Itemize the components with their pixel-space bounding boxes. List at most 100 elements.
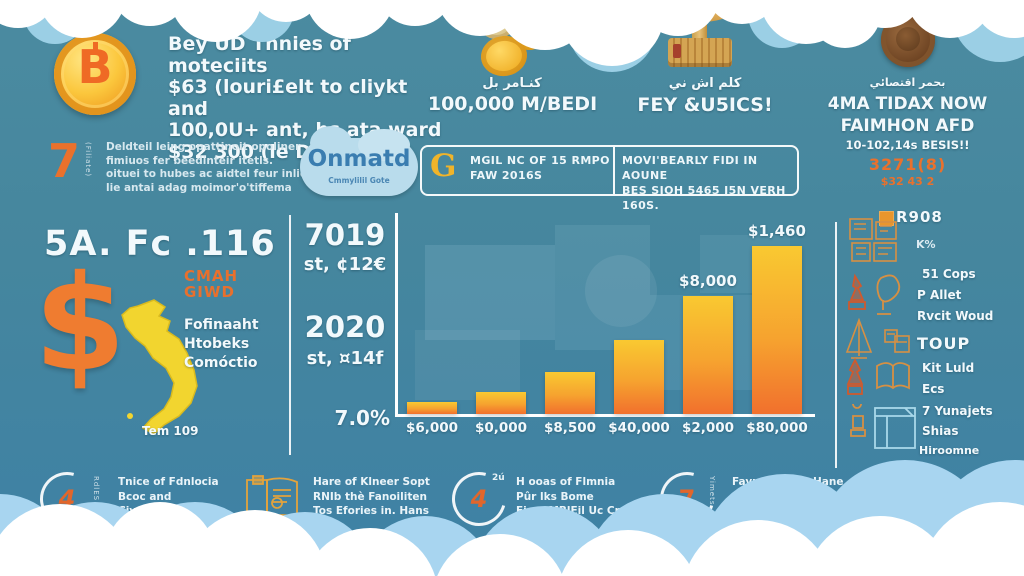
footer-line: Hare of Klneer Sopt: [313, 476, 430, 488]
big-stat: 5A. Fc .116: [44, 224, 276, 264]
section-divider-left: [289, 215, 291, 455]
chart-x-label: $0,000: [474, 420, 528, 436]
sidebar-item: Shias: [922, 424, 959, 438]
chart-bar: [683, 296, 733, 414]
footer-line: H ooas of Flmnia: [516, 476, 616, 488]
intro-line: oituei to hubes ac aidtel feur inlidb: [106, 168, 315, 180]
intro-line: lie antai adag moimor'o'tiffema: [106, 181, 292, 194]
headline-line: Bey UD Thnies of moteciits: [168, 33, 351, 77]
right-column-value: 3271(8): [868, 155, 947, 174]
bar-chart: $6,000 $0,000 $8,500 $40,000 $2,000 $8,000 $80…: [395, 213, 815, 436]
footer-line: RNIb thè Fanoiliten: [313, 490, 427, 503]
year-stat-sub: st, ¢12€: [303, 254, 387, 275]
open-book-icon: [246, 475, 298, 520]
map-label-line: Fofinaaht: [184, 317, 259, 333]
sidebar-item: Kit Luld: [922, 361, 975, 375]
band-cell-2: MOVI'BEARLY FIDI IN AOUNE BES SIOH 5465 …: [622, 153, 794, 213]
coins-arabic-caption: كنـامر بل: [482, 76, 542, 91]
band-cell-1: MGIL NC OF 15 RMPO FAW 2016S: [470, 153, 610, 183]
year-stat-sub: st, ¤14f: [306, 348, 384, 369]
sidebar-item: P Allet: [917, 288, 962, 302]
chart-value-label: $1,460: [748, 222, 806, 240]
map-label: Fofinaaht Htobeks Comóctio: [184, 316, 259, 373]
headline-line: $63 (louri£elt to cliykt and: [168, 76, 408, 120]
sidebar-subtitle: K%: [916, 238, 936, 251]
trophy-rocket-icon: [848, 273, 901, 315]
sidebar-item: Ecs: [922, 382, 945, 396]
year-stat: 7019: [304, 218, 386, 252]
right-column-title: 4MA TIDAX NOW: [827, 94, 988, 114]
stamp-value: FEY &U5ICS!: [637, 94, 773, 116]
chart-bar: [476, 392, 526, 414]
bitcoin-coin-icon: B: [54, 33, 136, 115]
vietnam-map: [121, 299, 198, 434]
chart-x-label: $40,000: [608, 420, 670, 436]
chart-x-label: $80,000: [746, 420, 808, 436]
orange-note-line: GIWD: [184, 283, 235, 301]
right-column-title: FAIMHON AFD: [840, 116, 975, 136]
coins-value: 100,000 M/BEDI: [427, 93, 598, 115]
bitcoin-tick: [93, 42, 98, 51]
footer-line: Contrůimnets: [732, 505, 813, 517]
footer-glyph: 4: [58, 485, 76, 513]
gold-coin-icon: [478, 5, 515, 39]
band-cell-line: FAW 2016S: [470, 169, 543, 182]
footer-line: Bcoc and: [118, 490, 172, 503]
chart-x-label: $8,500: [543, 420, 597, 436]
footer-glyph: 7: [678, 485, 696, 513]
year-stat: 2020: [304, 310, 386, 344]
right-column-arabic-caption: بحمر اقتصائي: [869, 76, 946, 89]
stamp-stem: [692, 16, 707, 40]
footer-line: Pûr lks Bome: [516, 490, 594, 503]
bronze-medallion-icon: [881, 13, 935, 67]
right-column-subtitle: 10-102,14s BESIS!!: [845, 138, 970, 152]
percent-stat: 7.0%: [334, 406, 390, 430]
sidebar-item: Rvcit Woud: [917, 309, 994, 323]
chart-value-label: $8,000: [679, 272, 737, 290]
orange-note: CMAH GIWD: [184, 268, 238, 300]
brand-bubble: Onmatd Cmmylilil Gote: [300, 126, 418, 196]
map-label-line: Htobeks: [184, 336, 250, 352]
stamp-arabic-caption: كلم اش ني: [668, 76, 742, 91]
sidebar-title: R908: [896, 208, 943, 226]
orange-note-line: CMAH: [184, 267, 239, 285]
band-cell-line: MGIL NC OF 15 RMPO: [470, 154, 610, 167]
chart-bar: [407, 402, 457, 414]
brand-title: Onmatd: [307, 146, 411, 172]
footer-line: On Aivilio & ŁIm Same: [732, 490, 864, 503]
sidebar-item: 51 Cops: [922, 267, 976, 281]
info-band-box: [420, 145, 799, 196]
brand-subtitle: Cmmylilil Gote: [328, 176, 390, 185]
ring-badge-icon: 4: [442, 462, 516, 536]
right-column-value-small: $32 43 2: [880, 175, 935, 188]
chart-x-label: $6,000: [405, 420, 459, 436]
chart-bar: [545, 372, 595, 414]
dollar-sign-figure: $: [34, 247, 126, 401]
chart-x-label: $2,000: [681, 420, 735, 436]
statue-monitor-icon: [850, 404, 916, 449]
footer-text-block: Fayrr are ũur Hane On Aivilio & ŁIm Same…: [732, 475, 907, 519]
chart-bar: [614, 340, 664, 414]
band-cell-line: MOVI'BEARLY FIDI IN AOUNE: [622, 154, 758, 182]
map-footnote: Tem 109: [142, 424, 199, 438]
vertical-caption: (Filiate): [84, 142, 92, 178]
band-cell-line: BES SIOH 5465 J5N VERH 160S.: [622, 184, 786, 212]
g-logo: G: [430, 148, 457, 184]
scale-boxes-icon: [845, 318, 910, 359]
footer-side-caption: 2ú: [492, 473, 505, 483]
stamp-red-detail: [673, 44, 681, 58]
intro-line: fimiuos fer beedinteir itetls.: [106, 154, 273, 167]
map-label-line: Comóctio: [184, 355, 258, 371]
award-book-icon: [846, 358, 910, 395]
band-divider: [613, 147, 615, 194]
footer-side-caption: Yimets: [708, 476, 716, 506]
chart-bar: [752, 246, 802, 414]
sidebar-item: 7 Yunajets: [922, 404, 993, 418]
sidebar-item: Hiroomne: [919, 444, 980, 457]
footer-line: Tnice of Fdnlocia: [118, 476, 219, 488]
intro-line: Deldteil leing opattinoit opoliner: [106, 141, 301, 153]
footer-text-block: Hare of Klneer Sopt RNIb thè Fanoiliten …: [313, 475, 488, 519]
section-divider-right: [835, 222, 837, 468]
footer-side-caption: RdlES: [92, 476, 100, 502]
footer-line: Fayrr are ũur Hane: [732, 476, 844, 488]
